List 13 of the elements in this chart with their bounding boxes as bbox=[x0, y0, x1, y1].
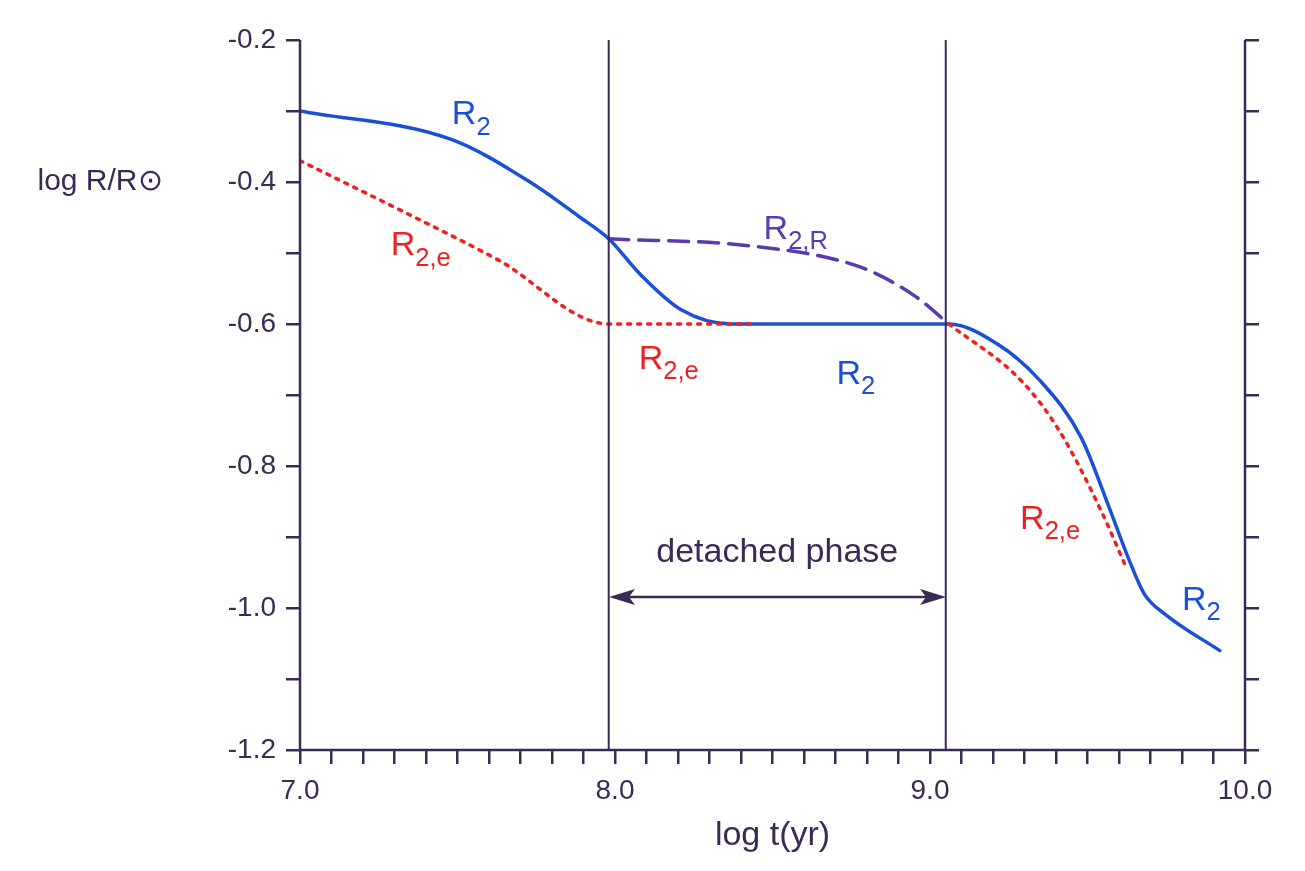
x-tick-label: 8.0 bbox=[595, 773, 635, 805]
x-tick-label: 10.0 bbox=[1217, 773, 1273, 805]
y-tick-label: -0.8 bbox=[227, 448, 276, 480]
y-tick-label: -0.4 bbox=[227, 164, 276, 196]
y-tick-label: -1.0 bbox=[227, 590, 276, 622]
x-tick-label: 7.0 bbox=[280, 773, 320, 805]
y-tick-label: -0.2 bbox=[227, 22, 276, 54]
x-tick-label: 9.0 bbox=[910, 773, 950, 805]
y-tick-label: -1.2 bbox=[227, 732, 276, 764]
y-axis-title: log R/R⊙ bbox=[37, 163, 163, 196]
x-axis-title: log t(yr) bbox=[714, 814, 831, 852]
annotation: detached phase bbox=[656, 530, 899, 569]
y-tick-label: -0.6 bbox=[227, 306, 276, 338]
